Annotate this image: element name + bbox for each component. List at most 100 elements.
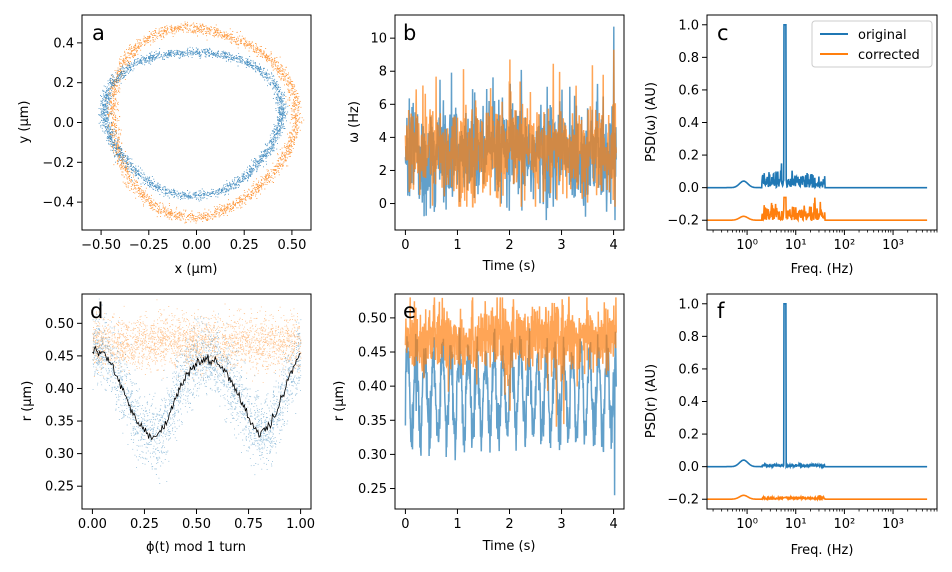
panel-a-axes: −0.50 −0.25 0.00 0.25 0.50 −0.4 −0.2 0.0 0.2 0.4 xyxy=(42,36,306,253)
psd-series-0 xyxy=(707,303,928,470)
x-tick-label: 0.00 xyxy=(182,238,211,253)
psd-series-0 xyxy=(707,24,928,190)
y-tick-label: −0.2 xyxy=(667,214,699,229)
y-tick-label: 0.4 xyxy=(53,36,74,51)
y-tick-label: 0.30 xyxy=(45,447,74,462)
line-series-1 xyxy=(404,49,617,208)
panel-b-plot xyxy=(404,26,617,221)
y-tick-label: 0.2 xyxy=(678,428,699,443)
x-tick-label: 1.00 xyxy=(286,517,315,532)
legend-box xyxy=(811,20,933,68)
panel-e-ylabel: r (μm) xyxy=(332,381,347,422)
x-tick-label: 0.25 xyxy=(230,238,259,253)
panel-b-ylabel: ω (Hz) xyxy=(347,101,362,143)
y-tick-label: −0.2 xyxy=(42,156,74,171)
y-tick-label: 0.30 xyxy=(358,448,387,463)
x-tick-label: 0.50 xyxy=(182,517,211,532)
y-tick-label: 0.6 xyxy=(678,362,699,377)
panel-d: d 0.00 0.25 0.50 0.75 1.000.250.300.350.400.… xyxy=(20,293,315,555)
scatter-series-original xyxy=(92,298,302,484)
panel-b-xlabel: Time (s) xyxy=(482,259,536,274)
panel-e-axes: 0 1 2 3 4 0.25 0.30 0.35 0.40 0.45 0.50 xyxy=(358,311,618,532)
x-tick-label: 1 xyxy=(453,517,461,532)
mean-curve xyxy=(92,345,301,441)
panel-f: f 10⁰ 10¹ 10² 10³ −0.2 0.0 0.2 0.4 0.6 0.8 1.0 Fre… xyxy=(644,293,938,558)
y-tick-label: 0.2 xyxy=(53,76,74,91)
y-tick-label: 0.35 xyxy=(45,415,74,430)
y-tick-label: 8 xyxy=(379,65,387,80)
y-tick-label: 1.0 xyxy=(678,18,699,33)
x-tick-label: 2 xyxy=(505,517,513,532)
line-series-corrected xyxy=(404,296,617,427)
y-tick-label: 0.4 xyxy=(678,395,699,410)
y-tick-label: 0.8 xyxy=(678,330,699,345)
x-tick-label: 3 xyxy=(557,517,565,532)
y-tick-label: 6 xyxy=(379,98,387,113)
panel-c: c 10⁰ 10¹ 10² 10³ −0.2 0.0 0.2 0.4 0.6 0.8 1.0 Fre… xyxy=(644,14,938,277)
panel-b-axes: 0 1 2 3 4 0 2 4 6 8 10 xyxy=(370,32,617,253)
x-tick-label: 4 xyxy=(609,517,617,532)
y-tick-label: 1.0 xyxy=(678,297,699,312)
x-tick-label: 10⁰ xyxy=(736,517,758,532)
panel-f-axes: 10⁰ 10¹ 10² 10³ −0.2 0.0 0.2 0.4 0.6 0.8 1.0 xyxy=(667,297,938,532)
y-tick-label: 0.25 xyxy=(358,482,387,497)
x-tick-label: 0.00 xyxy=(78,517,107,532)
x-tick-label: 10³ xyxy=(882,238,904,253)
y-tick-label: 0.4 xyxy=(678,116,699,131)
legend-label-corrected: corrected xyxy=(858,48,920,63)
scatter-series-corrected xyxy=(92,294,302,385)
panel-d-plot xyxy=(92,294,302,484)
y-tick-label: −0.4 xyxy=(42,196,74,211)
y-tick-label: 0.40 xyxy=(45,382,74,397)
y-tick-label: 0.0 xyxy=(678,181,699,196)
x-tick-label: 0 xyxy=(401,238,409,253)
x-tick-label: −0.50 xyxy=(81,238,121,253)
x-tick-label: 2 xyxy=(505,238,513,253)
panel-a-ylabel: y (μm) xyxy=(17,101,32,144)
x-tick-label: 0.50 xyxy=(277,238,306,253)
panel-e: e 0 1 2 3 4 0.25 0.30 0.35 0.40 0.45 0.50 Time (s)… xyxy=(332,293,625,554)
y-tick-label: 0.6 xyxy=(678,83,699,98)
panel-b-letter: b xyxy=(403,21,416,45)
panel-c-xlabel: Freq. (Hz) xyxy=(791,262,854,277)
y-tick-label: 0.35 xyxy=(358,414,387,429)
x-tick-label: 10² xyxy=(834,238,856,253)
y-tick-label: 0.45 xyxy=(45,349,74,364)
panel-d-ylabel: r (μm) xyxy=(20,381,35,422)
panel-f-letter: f xyxy=(717,299,725,323)
panel-c-ylabel: PSD(ω) (AU) xyxy=(644,82,659,162)
x-tick-label: 10³ xyxy=(882,517,904,532)
panel-a-letter: a xyxy=(92,21,105,45)
y-tick-label: 0.45 xyxy=(358,346,387,361)
panel-a-xlabel: x (μm) xyxy=(175,262,218,277)
y-tick-label: 0.40 xyxy=(358,380,387,395)
scatter-series-1 xyxy=(105,21,305,224)
y-tick-label: 0.2 xyxy=(678,149,699,164)
panel-d-xlabel: ϕ(t) mod 1 turn xyxy=(146,540,246,555)
psd-series-1 xyxy=(707,196,928,223)
y-tick-label: 10 xyxy=(370,32,387,47)
x-tick-label: 10² xyxy=(834,517,856,532)
panel-d-axes: 0.00 0.25 0.50 0.75 1.00 0.25 0.30 0.35 0.40 0.45… xyxy=(45,317,315,532)
y-tick-label: 0.50 xyxy=(45,317,74,332)
panel-c-plot xyxy=(707,24,928,223)
panel-e-plot xyxy=(404,296,617,496)
panel-a: a −0.50 −0.25 0.00 0.25 0.50 −0.4 −0.2 0.0 0.2 0.… xyxy=(17,14,312,277)
x-tick-label: −0.25 xyxy=(129,238,169,253)
panel-e-xlabel: Time (s) xyxy=(482,539,536,554)
panel-f-xlabel: Freq. (Hz) xyxy=(791,543,854,558)
x-tick-label: 1 xyxy=(453,238,461,253)
y-tick-label: 0.50 xyxy=(358,311,387,326)
x-tick-label: 10¹ xyxy=(785,517,807,532)
psd-series-1 xyxy=(707,494,928,502)
panel-f-ylabel: PSD(r) (AU) xyxy=(644,364,659,438)
panel-a-plot xyxy=(98,21,305,224)
legend-label-original: original xyxy=(858,28,907,43)
y-tick-label: 0 xyxy=(379,197,387,212)
y-tick-label: 4 xyxy=(379,131,387,146)
x-tick-label: 0.25 xyxy=(130,517,159,532)
y-tick-label: 0.0 xyxy=(53,116,74,131)
x-tick-label: 0.75 xyxy=(234,517,263,532)
y-tick-label: 0.8 xyxy=(678,51,699,66)
